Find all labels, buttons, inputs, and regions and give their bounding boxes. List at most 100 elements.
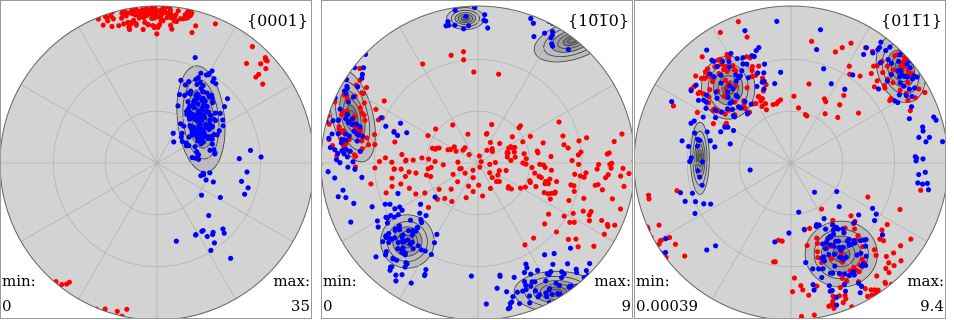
blue-point — [203, 103, 210, 109]
blue-point — [549, 43, 556, 49]
red-point — [756, 63, 762, 69]
min-label: min: — [323, 272, 357, 290]
red-point — [359, 138, 365, 144]
blue-point — [409, 232, 415, 238]
red-point — [480, 193, 486, 199]
red-point — [517, 185, 524, 191]
blue-point — [846, 272, 852, 279]
red-point — [612, 222, 618, 228]
blue-point — [821, 216, 827, 222]
blue-point — [877, 60, 884, 66]
blue-point — [359, 174, 365, 180]
blue-point — [727, 100, 733, 106]
blue-point — [343, 194, 349, 201]
min-label: min: — [636, 272, 670, 290]
blue-point — [542, 252, 548, 258]
red-point — [865, 194, 871, 200]
blue-point — [813, 223, 819, 229]
red-point — [168, 14, 174, 21]
red-point — [758, 98, 764, 104]
red-point — [124, 306, 130, 312]
red-point — [830, 298, 836, 304]
red-point — [756, 93, 762, 99]
red-point — [508, 144, 515, 151]
blue-point — [906, 86, 913, 92]
red-point — [453, 148, 459, 154]
blue-point — [729, 106, 736, 112]
blue-point — [772, 239, 778, 245]
red-point — [149, 14, 155, 20]
blue-point — [772, 80, 778, 87]
blue-point — [200, 227, 206, 234]
red-point — [529, 164, 535, 171]
blue-point — [179, 130, 185, 136]
blue-point — [733, 92, 739, 98]
red-point — [448, 186, 454, 192]
blue-point — [826, 283, 832, 289]
panel-title: {0001} — [246, 11, 308, 30]
red-point — [874, 63, 880, 69]
blue-point — [885, 57, 891, 63]
red-point — [682, 253, 688, 259]
red-point — [504, 154, 510, 160]
blue-point — [833, 224, 839, 230]
grid-spoke — [156, 84, 294, 164]
red-point — [484, 147, 490, 153]
pole-figure-panel-01-11: {011̅1} min: 0.00039 max: 9.4 — [634, 0, 946, 319]
blue-point — [740, 55, 746, 61]
red-point — [877, 236, 883, 242]
red-point — [484, 130, 490, 137]
blue-point — [834, 188, 840, 195]
red-point — [352, 153, 359, 159]
blue-point — [707, 71, 713, 77]
red-point — [753, 100, 759, 107]
blue-point — [326, 135, 332, 141]
min-label: min: — [2, 272, 36, 290]
blue-point — [920, 181, 926, 187]
grid-spoke — [712, 26, 792, 164]
red-point — [497, 140, 503, 147]
red-point — [455, 179, 461, 185]
red-point — [871, 247, 877, 253]
red-point — [389, 183, 395, 190]
blue-point — [374, 218, 381, 224]
blue-point — [360, 133, 366, 140]
red-point — [814, 249, 821, 255]
red-point — [110, 16, 117, 22]
blue-point — [386, 230, 392, 237]
blue-point — [432, 194, 438, 200]
blue-point — [349, 116, 355, 122]
blue-point — [415, 243, 421, 249]
red-point — [496, 168, 502, 174]
red-point — [815, 254, 821, 261]
red-point — [478, 159, 484, 165]
red-point — [672, 241, 679, 247]
blue-point — [543, 290, 549, 296]
blue-point — [199, 131, 205, 138]
red-point — [150, 23, 156, 29]
red-point — [818, 206, 825, 212]
blue-point — [730, 86, 736, 92]
blue-point — [355, 84, 361, 90]
blue-point — [924, 180, 931, 186]
blue-point — [221, 230, 227, 236]
blue-point — [863, 253, 869, 259]
blue-point — [414, 224, 420, 231]
red-point — [163, 9, 169, 16]
blue-point — [735, 104, 742, 110]
blue-point — [713, 89, 719, 95]
blue-point — [728, 50, 734, 57]
blue-point — [511, 274, 517, 280]
blue-point — [387, 201, 393, 207]
red-point — [116, 23, 122, 29]
blue-point — [466, 23, 472, 29]
blue-point — [203, 122, 209, 128]
blue-point — [383, 214, 389, 220]
red-point — [868, 70, 874, 77]
red-point — [466, 151, 472, 158]
blue-point — [481, 17, 487, 23]
blue-point — [343, 90, 349, 97]
pole-figure-plot-01-11 — [635, 5, 945, 318]
red-point — [566, 197, 572, 204]
blue-point — [221, 104, 228, 110]
